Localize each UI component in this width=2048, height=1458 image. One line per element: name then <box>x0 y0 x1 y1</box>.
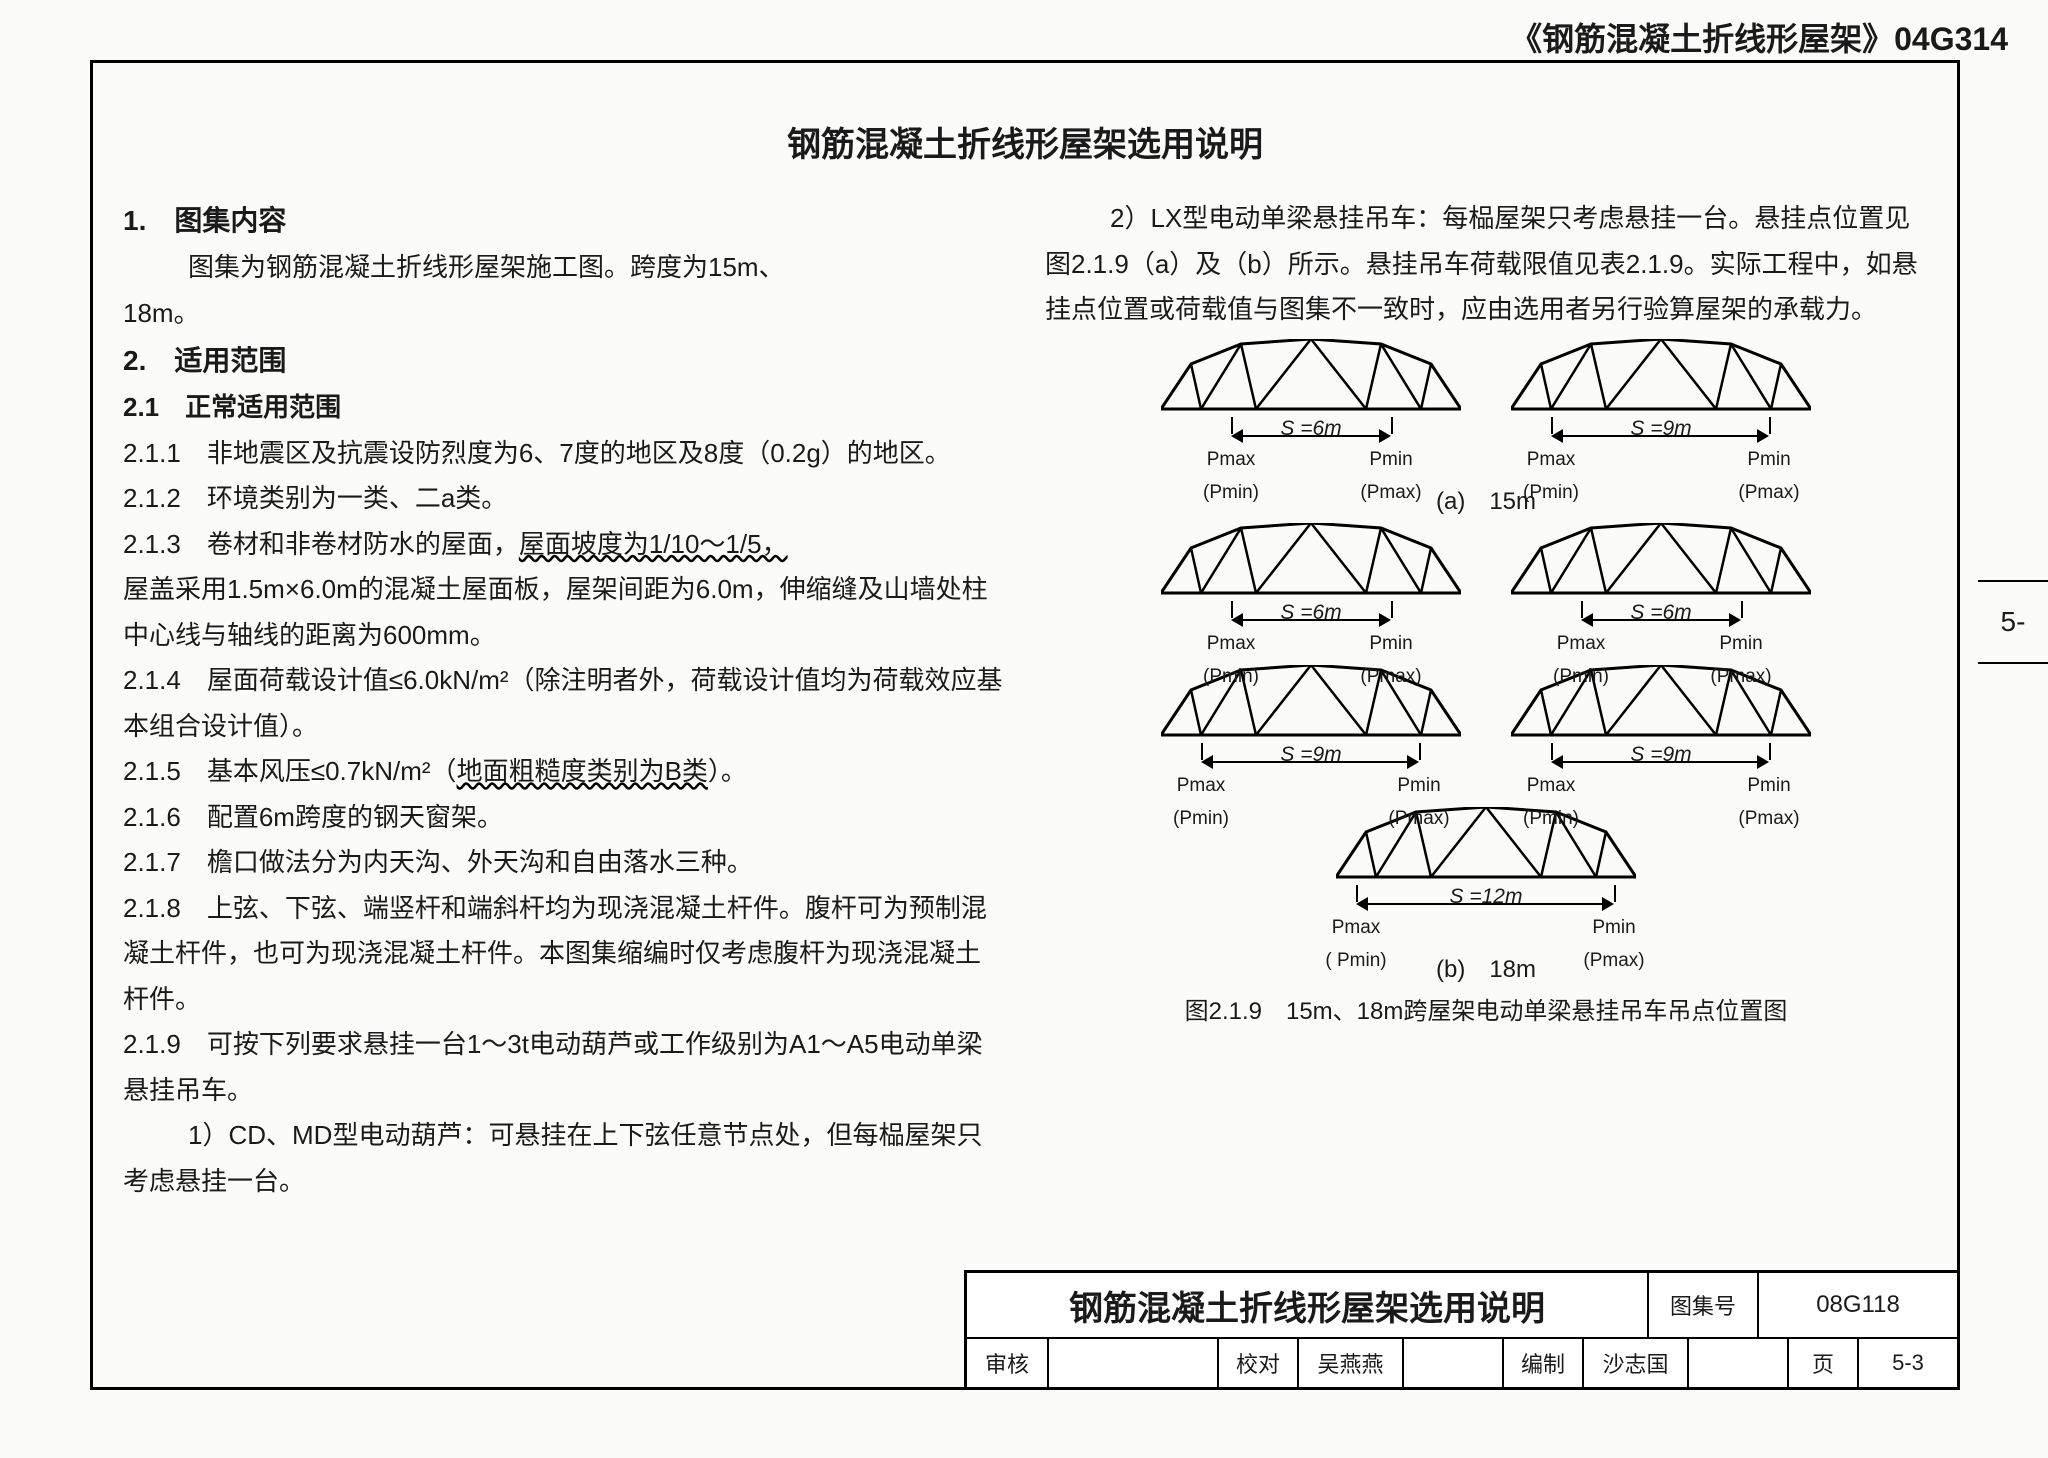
tb-校对-name: 吴燕燕 <box>1297 1339 1402 1387</box>
tb-校对-sign <box>1402 1339 1502 1387</box>
section-2-1: 2.1 正常适用范围 <box>123 385 1005 431</box>
truss-diagram: S =6mPmax(Pmin)Pmin(Pmax) <box>1511 523 1811 659</box>
title-block: 钢筋混凝土折线形屋架选用说明 图集号 08G118 审核 校对 吴燕燕 编制 沙… <box>964 1270 1960 1390</box>
section-2-1-9-item1: 1）CD、MD型电动葫芦：可悬挂在上下弦任意节点处，但每榀屋架只考虑悬挂一台。 <box>123 1113 1005 1204</box>
main-title: 钢筋混凝土折线形屋架选用说明 <box>123 117 1927 166</box>
wavy-text: 屋面坡度为1/10～1/5， <box>519 529 788 559</box>
wavy-text: 地面粗糙度类别为B类 <box>457 756 708 786</box>
left-column: 1. 图集内容 图集为钢筋混凝土折线形屋架施工图。跨度为15m、 18m。 2.… <box>123 196 1005 1204</box>
tb-校对-label: 校对 <box>1217 1339 1297 1387</box>
sheet: 《钢筋混凝土折线形屋架》04G314 钢筋混凝土折线形屋架选用说明 1. 图集内… <box>0 0 2048 1458</box>
tb-页-label: 页 <box>1787 1339 1857 1387</box>
tb-page-no: 5-3 <box>1857 1339 1957 1387</box>
right-column: 2）LX型电动单梁悬挂吊车：每榀屋架只考虑悬挂一台。悬挂点位置见图2.1.9（a… <box>1045 196 1927 1204</box>
title-block-title: 钢筋混凝土折线形屋架选用说明 <box>967 1273 1647 1337</box>
truss-diagram: S =6mPmax(Pmin)Pmin(Pmax) <box>1161 339 1461 475</box>
document-header: 《钢筋混凝土折线形屋架》04G314 <box>1510 14 2008 60</box>
content-columns: 1. 图集内容 图集为钢筋混凝土折线形屋架施工图。跨度为15m、 18m。 2.… <box>123 196 1927 1204</box>
figure-2-1-9: S =6mPmax(Pmin)Pmin(Pmax)S =9mPmax(Pmin)… <box>1045 339 1927 991</box>
figure-caption: 图2.1.9 15m、18m跨屋架电动单梁悬挂吊车吊点位置图 <box>1045 991 1927 1033</box>
truss-row: S =6mPmax(Pmin)Pmin(Pmax) S =6mPmax(Pmin)… <box>1045 523 1927 659</box>
tb-编制-label: 编制 <box>1502 1339 1582 1387</box>
drawing-frame: 钢筋混凝土折线形屋架选用说明 1. 图集内容 图集为钢筋混凝土折线形屋架施工图。… <box>90 60 1960 1390</box>
tb-编制-sign <box>1687 1339 1787 1387</box>
section-2-1-9-item2: 2）LX型电动单梁悬挂吊车：每榀屋架只考虑悬挂一台。悬挂点位置见图2.1.9（a… <box>1045 196 1927 333</box>
tb-审核-sign <box>1047 1339 1217 1387</box>
section-2-1-9: 2.1.9 可按下列要求悬挂一台1～3t电动葫芦或工作级别为A1～A5电动单梁悬… <box>123 1022 1005 1113</box>
tb-编制-name: 沙志国 <box>1582 1339 1687 1387</box>
section-2-1-4: 2.1.4 屋面荷载设计值≤6.0kN/m²（除注明者外，荷载设计值均为荷载效应… <box>123 658 1005 749</box>
title-block-row2: 审核 校对 吴燕燕 编制 沙志国 页 5-3 <box>967 1337 1957 1387</box>
title-block-set-label: 图集号 <box>1647 1273 1757 1337</box>
edge-tab: 5- <box>1978 580 2048 664</box>
section-2-head: 2. 适用范围 <box>123 336 1005 385</box>
section-2-1-5: 2.1.5 基本风压≤0.7kN/m²（地面粗糙度类别为B类）。 <box>123 749 1005 795</box>
truss-diagram: S =9mPmax(Pmin)Pmin(Pmax) <box>1511 339 1811 475</box>
truss-row: S =6mPmax(Pmin)Pmin(Pmax) S =9mPmax(Pmin)… <box>1045 339 1927 475</box>
section-2-1-2: 2.1.2 环境类别为一类、二a类。 <box>123 476 1005 522</box>
section-2-1-1: 2.1.1 非地震区及抗震设防烈度为6、7度的地区及8度（0.2g）的地区。 <box>123 431 1005 477</box>
section-2-1-6: 2.1.6 配置6m跨度的钢天窗架。 <box>123 795 1005 841</box>
section-2-1-8: 2.1.8 上弦、下弦、端竖杆和端斜杆均为现浇混凝土杆件。腹杆可为预制混凝土杆件… <box>123 886 1005 1023</box>
section-1-text: 图集为钢筋混凝土折线形屋架施工图。跨度为15m、 <box>123 245 1005 291</box>
truss-row: S =9mPmax(Pmin)Pmin(Pmax)S =9mPmax(Pmin)… <box>1045 665 1927 801</box>
section-1-text-b: 18m。 <box>123 291 1005 337</box>
section-2-1-3: 2.1.3 卷材和非卷材防水的屋面，屋面坡度为1/10～1/5， <box>123 522 1005 568</box>
title-block-set-no: 08G118 <box>1757 1273 1957 1337</box>
truss-diagram: S =6mPmax(Pmin)Pmin(Pmax) <box>1161 523 1461 659</box>
tb-审核-label: 审核 <box>967 1339 1047 1387</box>
title-block-row1: 钢筋混凝土折线形屋架选用说明 图集号 08G118 <box>967 1273 1957 1337</box>
section-2-1-7: 2.1.7 檐口做法分为内天沟、外天沟和自由落水三种。 <box>123 840 1005 886</box>
section-2-1-3b: 屋盖采用1.5m×6.0m的混凝土屋面板，屋架间距为6.0m，伸缩缝及山墙处柱中… <box>123 567 1005 658</box>
subfigure-caption: (b) 18m <box>1045 949 1927 991</box>
section-1-head: 1. 图集内容 <box>123 196 1005 245</box>
